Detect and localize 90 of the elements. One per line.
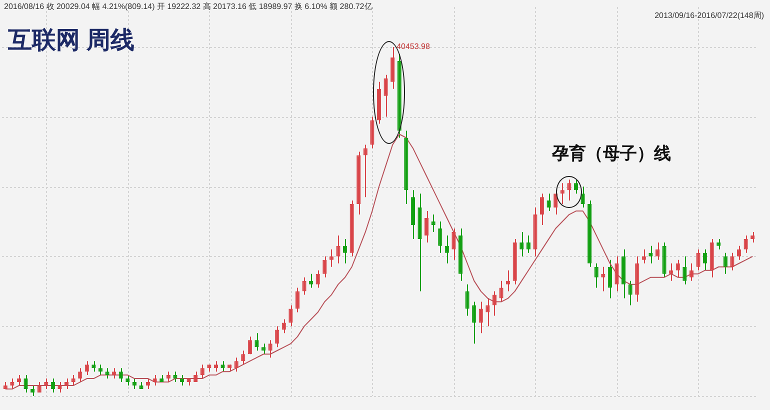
candlestick [44,378,48,390]
candlestick [254,332,259,352]
annotation: 孕育（母子）线 [552,143,671,165]
candlestick [574,179,578,194]
candlestick [608,259,612,299]
candlestick [78,368,82,383]
candlestick [261,343,266,355]
candlestick [24,374,28,394]
candlestick [214,360,218,372]
candlestick [71,374,76,386]
candlestick [499,280,504,302]
candlestick [520,231,524,257]
candlestick [716,238,721,250]
candlestick [750,231,755,243]
candlestick [703,248,708,271]
candlestick [329,248,334,268]
candlestick [105,368,110,380]
candlestick [30,385,35,396]
candlestick [220,360,225,372]
candlestick [316,270,320,288]
candlestick [492,290,497,316]
candlestick [98,364,103,376]
candlestick [200,364,204,380]
candlestick [363,144,368,198]
candlestick [173,371,178,383]
candlestick [506,270,510,292]
candlestick [112,368,116,380]
candlestick [282,318,286,334]
candlestick [166,371,170,383]
text: 2013/09/16-2016/07/22(148周) [654,10,764,21]
candlestick [452,228,456,260]
candlestick [614,256,619,292]
text: 2016/08/16 收 20029.04 幅 4.21%(809.14) 开 19222.32 高 20173.16 低 18989.97 换 6.10% 额 280.72亿 [4,1,372,12]
candlestick [465,284,470,316]
candlestick [676,259,680,278]
candlestick [628,280,632,306]
candlestick [580,186,585,208]
candlestick [540,193,544,226]
candlestick [268,340,272,358]
candlestick [92,360,96,372]
candlestick [241,350,246,366]
candlestick [275,326,280,348]
candlestick [126,374,130,386]
candlestick [478,301,483,334]
candlestick [384,74,388,118]
candlestick [594,262,598,288]
candlestick [370,116,374,149]
candlestick [546,193,551,212]
candlestick [601,266,606,292]
candlestick [744,234,748,254]
annotation: 40453.98 [396,42,430,51]
candlestick [288,304,293,327]
candlestick [295,287,300,313]
candlestick [58,382,62,394]
candlestick [234,357,238,372]
candlestick [424,210,429,243]
candlestick [655,242,660,260]
candlestick [336,234,340,264]
candlestick [180,374,184,386]
candlestick [146,378,150,390]
candlestick [248,336,252,355]
candlestick [696,248,700,271]
candlestick [444,234,449,264]
candlestick [118,368,123,383]
candlestick [309,273,314,288]
candlestick [152,374,157,386]
candlestick [723,252,728,274]
candlestick [689,262,694,282]
candlestick [431,214,436,232]
candlestick [669,262,674,282]
candlestick [10,378,14,390]
candlestick [438,221,442,254]
candlestick [472,301,476,344]
candlestick [682,256,687,285]
candlestick [132,378,136,390]
candlestick [526,234,530,254]
candlestick [343,238,348,264]
candlestick [730,252,734,271]
chart-title: 互联网 周线 [8,26,135,56]
candlestick [560,182,564,205]
candlestick [736,245,742,260]
candlestick [567,179,572,202]
candlestick [322,256,327,278]
candlestick [302,276,306,296]
candlestick [16,374,22,386]
candlestick [64,378,69,390]
candlestick [84,360,89,376]
candlestick [50,378,55,394]
candlestick [648,245,653,264]
candlestick [642,248,646,264]
